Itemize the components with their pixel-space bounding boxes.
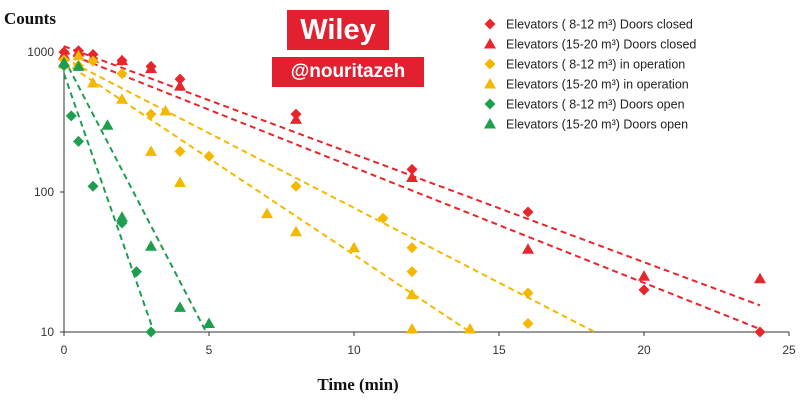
x-axis-title: Time (min) <box>317 375 398 394</box>
y-axis-title: Counts <box>4 9 56 28</box>
data-point <box>203 317 215 329</box>
data-point <box>174 301 186 312</box>
data-point <box>116 54 128 65</box>
series-6 <box>58 56 215 329</box>
data-point <box>145 326 157 338</box>
x-tick-label: 10 <box>347 343 361 357</box>
data-point <box>522 318 534 330</box>
data-point <box>116 93 128 104</box>
legend-marker <box>484 38 496 49</box>
data-point <box>406 171 418 182</box>
legend-marker <box>484 58 496 70</box>
y-tick-label: 100 <box>34 185 54 199</box>
data-points <box>58 45 766 338</box>
legend-label: Elevators (15-20 m³) Doors closed <box>506 38 696 52</box>
data-point <box>87 77 99 88</box>
trendline-series-4 <box>63 61 471 333</box>
data-point <box>174 145 186 157</box>
series-3 <box>58 54 534 330</box>
legend-marker <box>484 98 496 110</box>
data-point <box>638 270 650 281</box>
data-point <box>145 108 157 120</box>
data-point <box>406 288 418 300</box>
data-point <box>73 135 84 147</box>
legend: Elevators ( 8-12 m³) Doors closed Elevato… <box>484 18 696 132</box>
data-point <box>406 242 418 254</box>
data-point <box>290 113 302 124</box>
legend-marker <box>484 78 496 89</box>
data-point <box>203 150 215 162</box>
data-point <box>145 240 157 251</box>
data-point <box>87 55 99 67</box>
data-point <box>406 323 418 334</box>
data-point <box>101 119 114 130</box>
data-point <box>87 180 99 192</box>
data-point <box>290 225 302 237</box>
data-point <box>377 212 389 224</box>
trendline-series-5 <box>63 73 155 333</box>
legend-label: Elevators (15-20 m³) in operation <box>506 78 689 92</box>
legend-marker <box>484 118 496 129</box>
trendline-series-6 <box>63 57 207 333</box>
axes: 0 5 10 15 20 25 10 100 1000 <box>27 45 796 357</box>
legend-label: Elevators ( 8-12 m³) in operation <box>506 58 685 72</box>
data-point <box>174 73 186 85</box>
data-point <box>522 287 534 299</box>
data-point <box>131 266 142 278</box>
data-point <box>406 266 418 278</box>
data-point <box>174 80 186 91</box>
data-point <box>159 104 172 116</box>
legend-label: Elevators ( 8-12 m³) Doors closed <box>506 18 693 32</box>
legend-label: Elevators ( 8-12 m³) Doors open <box>506 98 685 112</box>
x-tick-label: 5 <box>206 343 213 357</box>
x-tick-label: 0 <box>61 343 68 357</box>
data-point <box>348 241 360 253</box>
data-point <box>145 62 157 74</box>
trendline-series-1 <box>63 51 761 330</box>
x-tick-label: 15 <box>492 343 506 357</box>
handle-badge: @nouritazeh <box>272 57 424 87</box>
data-point <box>65 110 77 122</box>
data-point <box>72 60 85 71</box>
x-tick-label: 25 <box>782 343 796 357</box>
brand-badge: Wiley <box>287 10 389 50</box>
data-point <box>72 49 85 61</box>
x-tick-label: 20 <box>637 343 651 357</box>
legend-marker <box>484 18 496 30</box>
data-point <box>522 206 534 218</box>
data-point <box>261 207 273 219</box>
data-point <box>145 145 157 156</box>
data-point <box>522 243 534 254</box>
data-point <box>754 272 766 284</box>
data-point <box>290 180 302 192</box>
data-point <box>406 163 418 175</box>
data-point <box>116 211 128 222</box>
data-point <box>638 284 650 296</box>
y-tick-label: 1000 <box>27 45 54 59</box>
y-tick-label: 10 <box>41 325 55 339</box>
data-point <box>174 176 186 187</box>
data-point <box>754 326 766 338</box>
data-point <box>464 323 476 334</box>
series-4 <box>58 49 476 334</box>
data-point <box>116 68 128 80</box>
legend-label: Elevators (15-20 m³) Doors open <box>506 118 688 132</box>
data-point <box>58 56 70 68</box>
